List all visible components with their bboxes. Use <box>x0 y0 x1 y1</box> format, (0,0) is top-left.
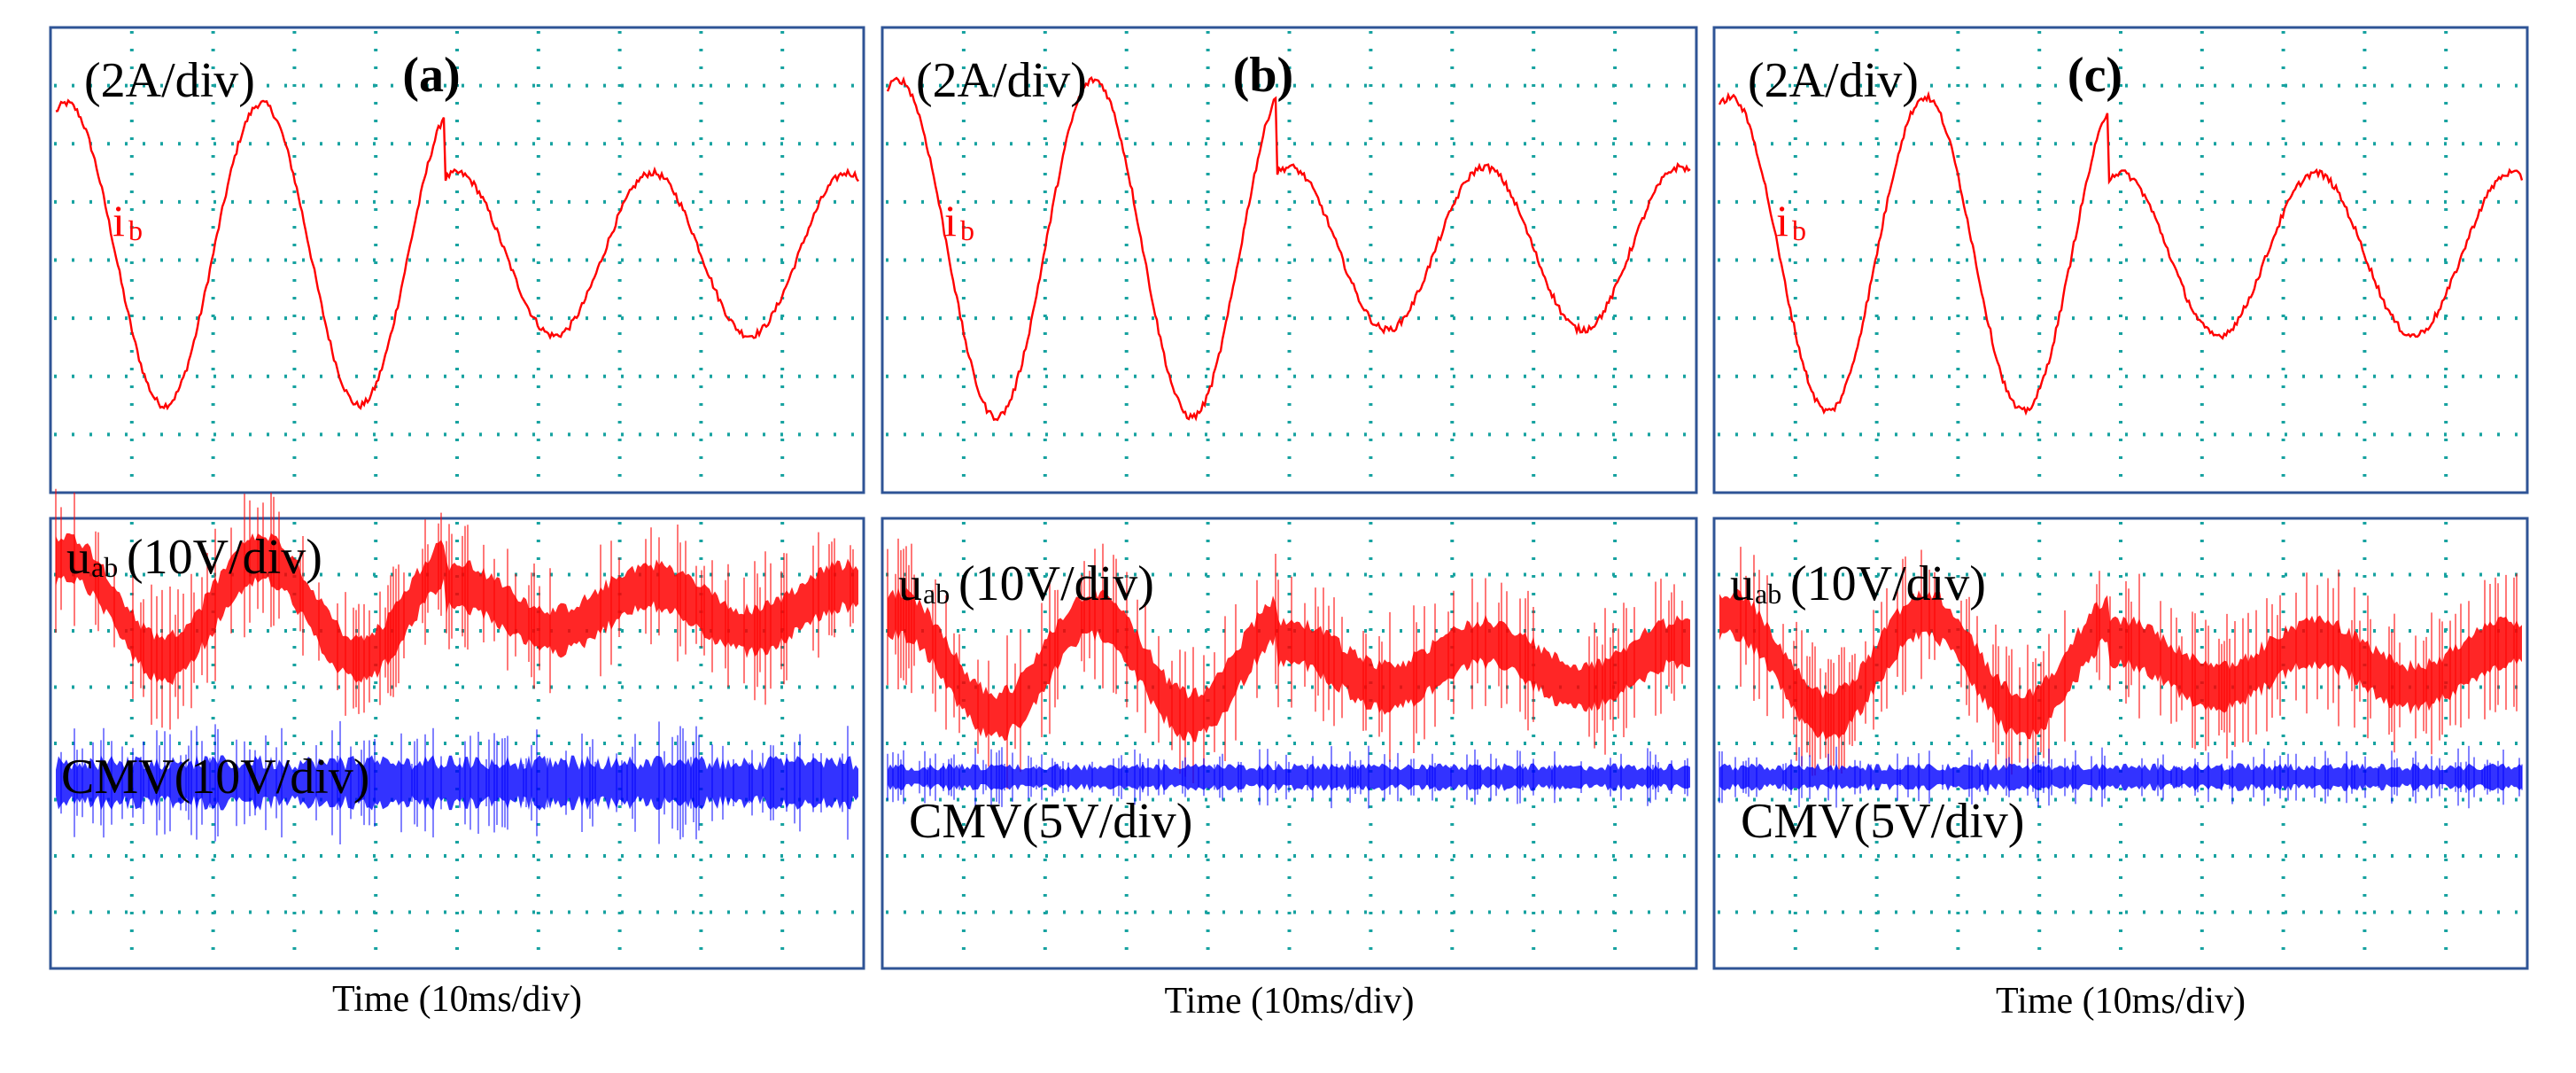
cmv-label: CMV(5V/div) <box>909 794 1192 849</box>
uab-voltage-band <box>1719 588 2522 741</box>
panel-label: (c) <box>2068 48 2122 103</box>
panel-c: (2A/div) (c) i b u ab (10V/div) CMV(5V/div) Time… <box>1712 26 2529 1022</box>
signal-ib-label: i <box>944 196 957 245</box>
uab-voltage-band <box>56 533 858 686</box>
time-axis-label: Time (10ms/div) <box>332 979 582 1020</box>
cmv-label: CMV(10V/div) <box>61 750 369 805</box>
time-axis-label: Time (10ms/div) <box>1165 981 1415 1022</box>
signal-ib-subscript: b <box>1792 214 1806 246</box>
uab-scale-label: (10V/div) <box>1790 556 1986 611</box>
time-axis-label: Time (10ms/div) <box>1996 981 2246 1022</box>
current-scale-label: (2A/div) <box>916 53 1087 108</box>
signal-ib-subscript: b <box>960 214 974 246</box>
uab-label: u <box>66 531 90 584</box>
current-scale-label: (2A/div) <box>84 53 255 108</box>
cmv-label: CMV(5V/div) <box>1741 794 2024 849</box>
cmv-voltage-spikes <box>60 720 849 844</box>
uab-voltage-spikes <box>887 538 1683 789</box>
uab-subscript: ab <box>923 578 950 610</box>
panel-label: (a) <box>402 48 460 103</box>
uab-voltage-spikes <box>1740 547 2518 785</box>
cmv-voltage-band <box>1719 763 2522 791</box>
panel-label: (b) <box>1233 48 1293 103</box>
uab-subscript: ab <box>1755 578 1781 610</box>
uab-subscript: ab <box>91 551 118 583</box>
panel-a: (2A/div) (a) i b u ab (10V/div) CMV(10V/div) Tim… <box>49 26 865 1020</box>
panel-b: (2A/div) (b) i b u ab (10V/div) CMV(5V/div) Time… <box>881 26 1698 1022</box>
current-scale-label: (2A/div) <box>1748 53 1919 108</box>
uab-voltage-spikes <box>55 488 854 730</box>
signal-ib-subscript: b <box>128 214 143 246</box>
uab-scale-label: (10V/div) <box>127 530 322 585</box>
uab-label: u <box>898 557 922 610</box>
signal-ib-label: i <box>113 196 125 245</box>
current-ib-trace <box>55 98 859 411</box>
signal-ib-label: i <box>1776 196 1788 245</box>
current-ib-trace <box>886 75 1691 422</box>
current-ib-trace <box>1718 90 2524 416</box>
cmv-voltage-spikes <box>887 745 1688 809</box>
uab-scale-label: (10V/div) <box>958 556 1154 611</box>
cmv-voltage-spikes <box>1719 745 2523 809</box>
uab-voltage-band <box>888 587 1690 743</box>
uab-label: u <box>1730 557 1754 610</box>
cmv-voltage-band <box>56 755 858 811</box>
